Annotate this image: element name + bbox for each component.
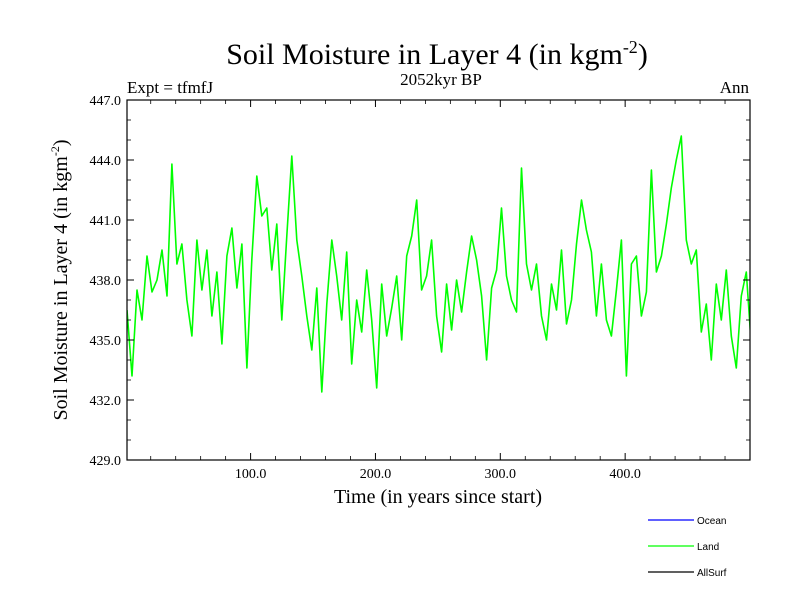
y-axis-label: Soil Moisture in Layer 4 (in kgm-2) bbox=[48, 139, 72, 420]
x-tick-label: 400.0 bbox=[609, 467, 641, 482]
plot-frame bbox=[126, 99, 751, 461]
y-axis-label-close: ) bbox=[50, 139, 72, 146]
y-tick-label: 444.0 bbox=[90, 154, 122, 169]
y-tick-label: 435.0 bbox=[90, 334, 122, 349]
x-tick-label: 200.0 bbox=[360, 467, 392, 482]
x-tick-label: 100.0 bbox=[235, 467, 267, 482]
y-tick-label: 429.0 bbox=[90, 454, 122, 469]
legend-label-ocean: Ocean bbox=[697, 516, 726, 527]
y-axis-ticks: 429.0 432.0 435.0 438.0 441.0 444.0 447.0 bbox=[90, 94, 750, 469]
chart-title-superscript: -2 bbox=[623, 37, 638, 57]
chart-title-main: Soil Moisture in Layer 4 (in kgm bbox=[226, 38, 623, 71]
legend-label-allsurf: AllSurf bbox=[697, 568, 727, 579]
y-tick-label: 438.0 bbox=[90, 274, 122, 289]
x-tick-label: 300.0 bbox=[485, 467, 517, 482]
land-series-line bbox=[127, 135, 750, 393]
chart-title-close: ) bbox=[638, 38, 648, 71]
chart-title: Soil Moisture in Layer 4 (in kgm-2) bbox=[226, 37, 648, 71]
y-tick-label: 432.0 bbox=[90, 394, 122, 409]
x-axis-label: Time (in years since start) bbox=[334, 486, 542, 508]
y-axis-label-superscript: -2 bbox=[48, 146, 62, 156]
y-tick-label: 447.0 bbox=[90, 94, 122, 109]
legend: Ocean Land AllSurf bbox=[648, 516, 727, 579]
experiment-label: Expt = tfmfJ bbox=[127, 78, 213, 97]
y-axis-label-main: Soil Moisture in Layer 4 (in kgm bbox=[50, 156, 72, 421]
legend-label-land: Land bbox=[697, 542, 719, 553]
season-label: Ann bbox=[720, 78, 750, 97]
y-tick-label: 441.0 bbox=[90, 214, 122, 229]
chart-subtitle: 2052kyr BP bbox=[400, 70, 482, 89]
x-axis-ticks: 100.0 200.0 300.0 400.0 bbox=[150, 100, 726, 482]
